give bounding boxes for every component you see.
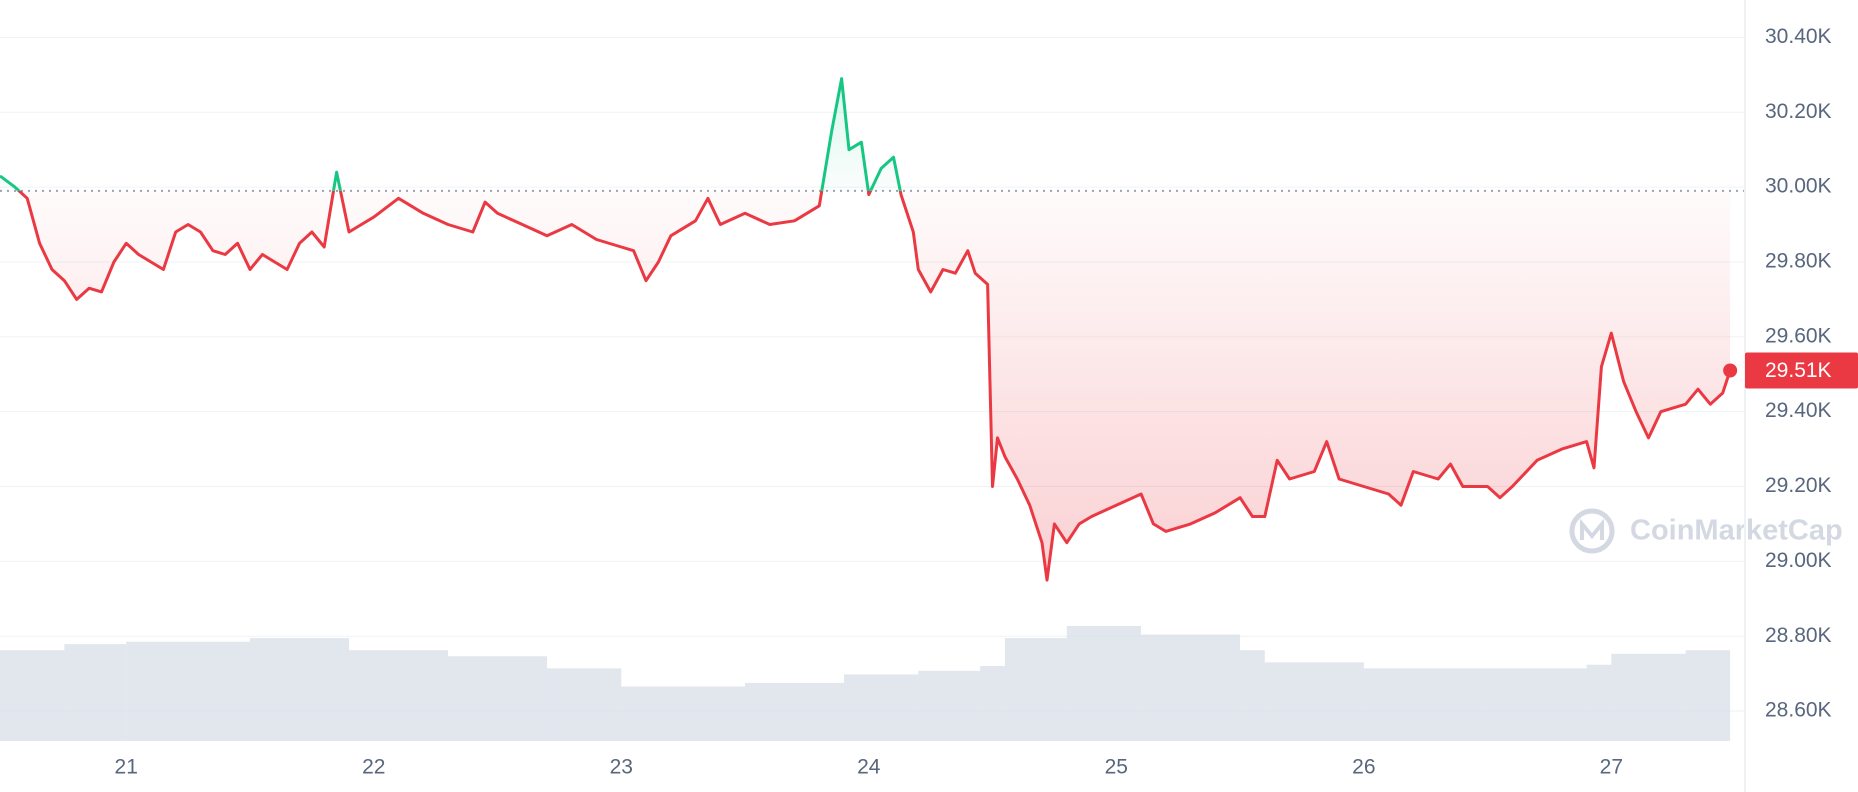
volume-bar [1066,626,1142,741]
volume-bar [1141,634,1241,741]
x-tick-label: 24 [857,756,881,779]
volume-bar [1586,664,1612,741]
volume-bar [980,665,1005,741]
price [0,77,1745,582]
volume-bar [547,668,622,741]
price-line-down [16,190,1732,582]
watermark: CoinMarketCap [1630,515,1843,547]
volume-bar [1611,653,1686,741]
volume-bar [448,656,548,741]
x-tick-label: 27 [1600,756,1623,779]
x-tick-label: 23 [610,756,633,779]
volume-bar [349,650,449,741]
area-down [0,190,1731,581]
y-tick-label: 30.00K [1765,175,1832,198]
volume-bar [1240,650,1265,741]
watermark-logo-mark [1580,518,1604,540]
last-price-label: 29.51K [1765,359,1832,382]
y-tick-label: 30.40K [1765,25,1832,48]
volume-bar [621,686,746,741]
x-tick-label: 22 [362,756,385,779]
volume-bar [1363,668,1488,741]
y-tick-label: 29.40K [1765,399,1832,422]
price-line-up [0,77,902,191]
watermark-group: CoinMarketCap [1569,508,1843,554]
y-tick-label: 29.80K [1765,250,1832,273]
y-tick-label: 29.60K [1765,324,1832,347]
axes: 28.60K 28.80K 29.00K 29.20K 29.40K 29.60K 29.8… [115,0,1858,792]
x-tick-label: 26 [1352,756,1375,779]
y-tick-label: 29.20K [1765,474,1832,497]
y-tick-label: 28.80K [1765,624,1832,647]
y-tick-label: 30.20K [1765,100,1832,123]
x-tick-label: 25 [1105,756,1128,779]
volume-bar [745,682,845,741]
volume-bar [126,641,250,741]
volume-bar [1004,638,1067,741]
volume-bar [844,674,919,741]
y-tick-label: 28.60K [1765,699,1832,722]
x-tick-label: 21 [115,756,138,779]
volume-bar [918,670,981,741]
y-tick-label: 29.00K [1765,549,1832,572]
volume-bar [249,638,349,741]
volume-bar [0,650,65,741]
watermark-logo [1569,508,1615,554]
volume-bar [1685,650,1731,741]
volume-bar [64,644,127,741]
volume-bar [1487,668,1587,741]
volume-bar [1264,662,1364,741]
last-price-tag [1745,352,1858,389]
last-point [1723,363,1738,378]
volume [0,626,1731,741]
